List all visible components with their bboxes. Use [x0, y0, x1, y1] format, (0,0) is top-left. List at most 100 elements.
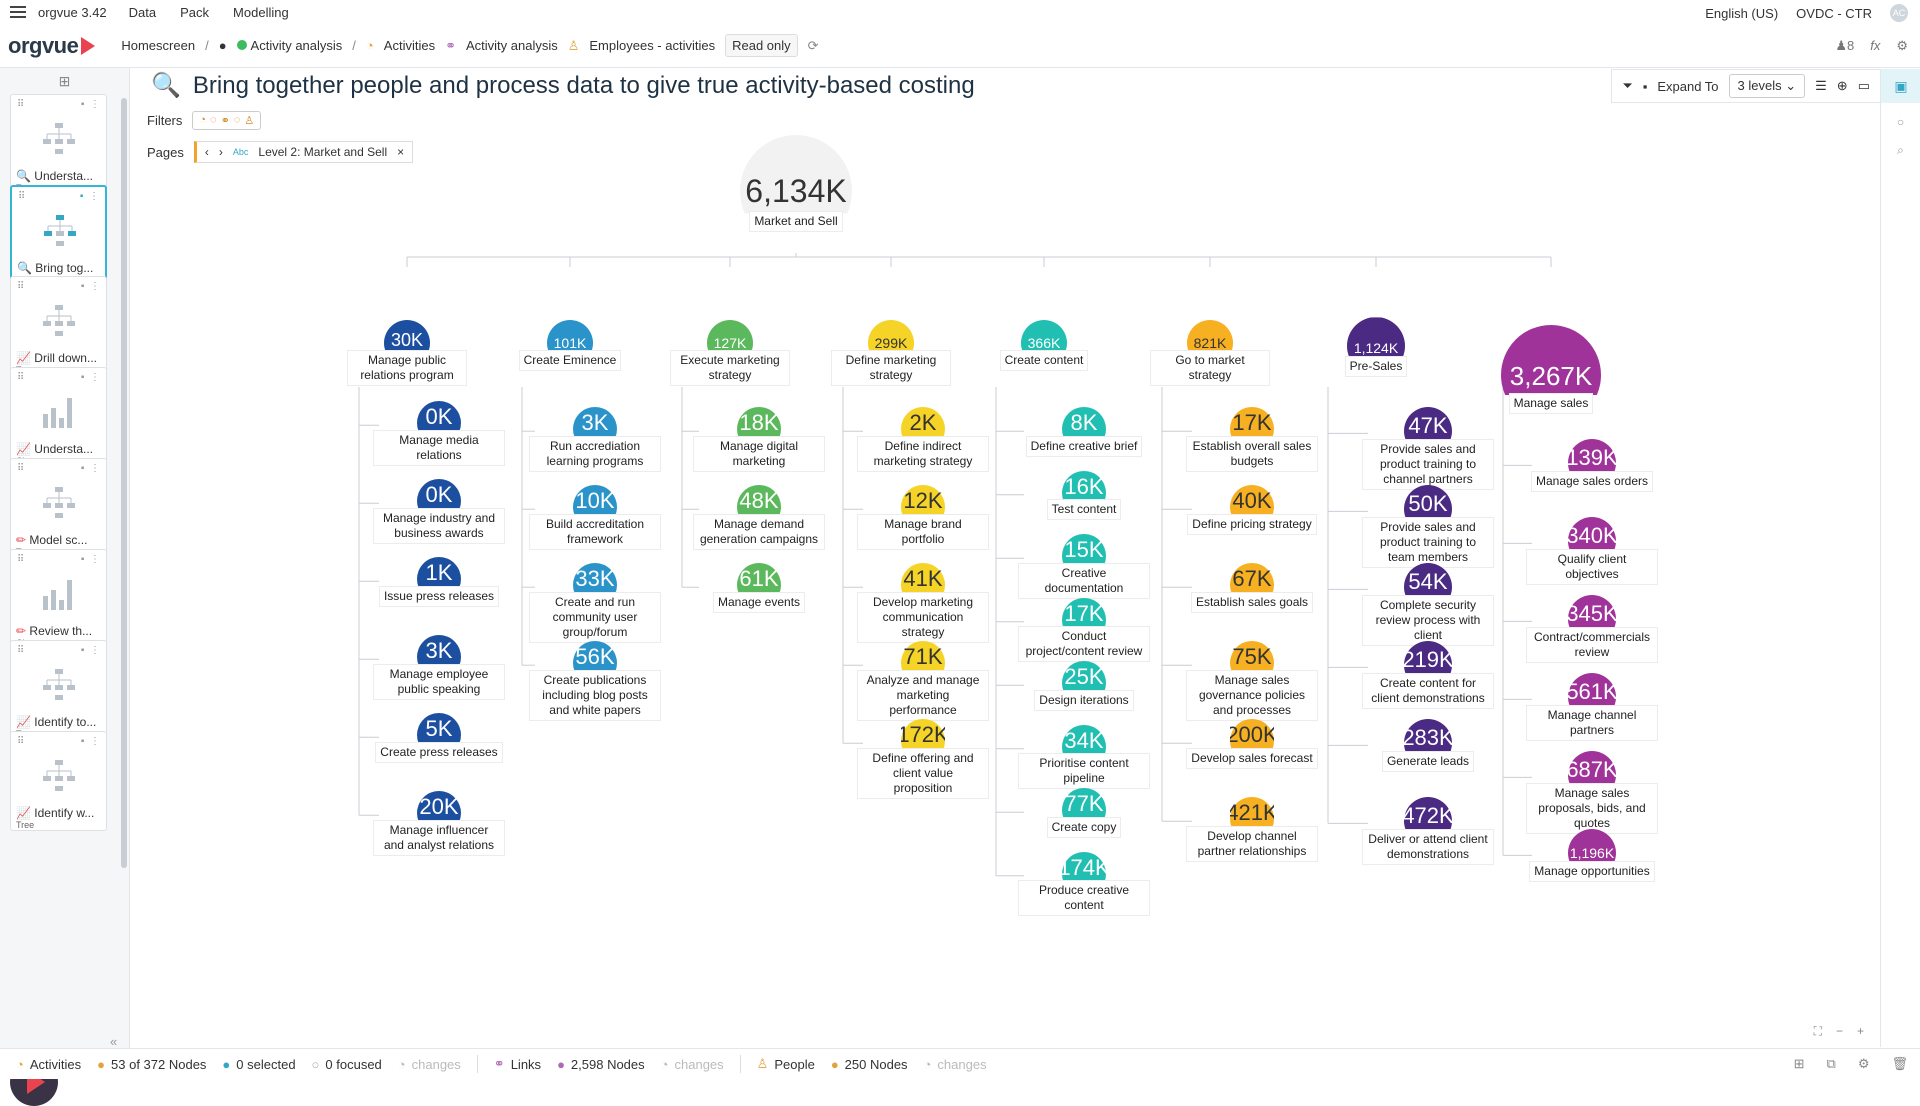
next-page-icon[interactable]: › — [218, 145, 223, 159]
tree-node[interactable]: 821K Go to market strategy — [1150, 319, 1270, 386]
tree-node[interactable]: 54K Complete security review process with… — [1362, 563, 1494, 646]
breadcrumb-analysis[interactable]: Activity analysis — [236, 38, 342, 53]
tree-node[interactable]: 10K Build accreditation framework — [529, 485, 661, 550]
story-page-card[interactable]: ⠿▪ ⋮🔍 Bring tog...Tree — [10, 185, 107, 285]
more-options-icon[interactable]: ⋮ — [90, 554, 100, 565]
comment-icon[interactable]: ▪ — [80, 736, 85, 747]
tree-node[interactable]: 200K Develop sales forecast — [1186, 719, 1318, 769]
display-icon[interactable]: ▪ — [1642, 78, 1648, 94]
story-page-card[interactable]: ⠿ ▪ ⋮ 📈 Identify w... Tree — [10, 731, 107, 831]
tree-node[interactable]: 12K Manage brand portfolio — [857, 485, 989, 550]
expand-levels-select[interactable]: 3 levels ⌄ — [1728, 74, 1806, 98]
tree-node[interactable]: 2K Define indirect marketing strategy — [857, 407, 989, 472]
user-avatar[interactable]: AC — [1890, 4, 1908, 22]
more-options-icon[interactable]: ⋮ — [90, 99, 100, 110]
tree-node[interactable]: 18K Manage digital marketing — [693, 407, 825, 472]
story-page-card[interactable]: ⠿▪ ⋮📈 Drill down...Tree — [10, 276, 107, 376]
drag-handle-icon[interactable]: ⠿ — [17, 372, 25, 383]
fit-screen-icon[interactable]: ⛶ — [1813, 1024, 1822, 1038]
people-dataset[interactable]: ♙ People — [756, 1056, 815, 1072]
tree-node[interactable]: 34K Prioritise content pipeline — [1018, 724, 1150, 790]
tree-node[interactable]: 3K Manage employee public speaking — [373, 635, 505, 700]
story-page-card[interactable]: ⠿▪ ⋮✏ Model sc...Tree — [10, 458, 107, 558]
menu-modelling[interactable]: Modelling — [233, 4, 289, 20]
settings-icon[interactable]: ⚙ — [1857, 1056, 1870, 1071]
tree-node[interactable]: 71K Analyze and manage marketing performa… — [857, 641, 989, 721]
comment-icon[interactable]: ▪ — [80, 281, 85, 292]
tree-node[interactable]: 67K Establish sales goals — [1186, 563, 1318, 613]
drag-handle-icon[interactable]: ⠿ — [17, 463, 25, 474]
list-icon[interactable]: ☰ — [1815, 78, 1827, 93]
comment-icon[interactable]: ▪ — [80, 463, 85, 474]
drag-handle-icon[interactable]: ⠿ — [17, 554, 25, 565]
drag-handle-icon[interactable]: ⠿ — [17, 645, 25, 656]
story-page-card[interactable]: ⠿▪ ⋮📈 Identify to...Tree — [10, 640, 107, 740]
prev-page-icon[interactable]: ‹ — [204, 145, 209, 159]
tree-node[interactable]: 17K Conduct project/content review — [1018, 597, 1150, 663]
tree-node[interactable]: 15K Creative documentation — [1018, 534, 1150, 599]
tree-node[interactable]: 127K Execute marketing strategy — [670, 319, 790, 386]
workspace-selector[interactable]: OVDC - CTR — [1796, 5, 1872, 21]
story-page-card[interactable]: ⠿▪ ⋮🔍 Understa...Tree — [10, 94, 107, 194]
tree-node[interactable]: 30K Manage public relations program — [347, 319, 467, 386]
tree-node[interactable]: 20K Manage influencer and analyst relatio… — [373, 791, 505, 856]
clear-page-icon[interactable]: × — [397, 145, 405, 159]
tree-node[interactable]: 366K Create content — [984, 319, 1104, 371]
viewers-count[interactable]: ♟8 — [1835, 37, 1855, 53]
tree-node[interactable]: 50K Provide sales and product training to… — [1362, 485, 1494, 568]
tree-node[interactable]: 56K Create publications including blog po… — [529, 641, 661, 721]
zoom-out-icon[interactable]: − — [1835, 1024, 1843, 1038]
comment-icon[interactable]: ▪ — [80, 554, 85, 565]
menu-pack[interactable]: Pack — [180, 4, 210, 20]
view-panel-icon[interactable]: ▣ — [1881, 69, 1920, 103]
tree-node[interactable]: 0K Manage industry and business awards — [373, 479, 505, 544]
tree-node[interactable]: 687K Manage sales proposals, bids, and qu… — [1526, 751, 1658, 834]
tree-node[interactable]: 340K Qualify client objectives — [1526, 517, 1658, 585]
tree-node[interactable]: 172K Define offering and client value pro… — [857, 719, 989, 799]
circle-icon[interactable]: ○ — [1896, 115, 1905, 129]
tree-node[interactable]: 1,196K Manage opportunities — [1526, 829, 1658, 882]
drag-handle-icon[interactable]: ⠿ — [17, 281, 25, 292]
tree-node[interactable]: 61K Manage events — [693, 563, 825, 613]
breadcrumb-home[interactable]: Homescreen — [121, 38, 196, 53]
tree-node[interactable]: 345K Contract/commercials review — [1526, 595, 1658, 663]
add-icon[interactable]: ⊞ — [1793, 1056, 1805, 1071]
tree-node[interactable]: 41K Develop marketing communication strat… — [857, 563, 989, 643]
more-options-icon[interactable]: ⋮ — [90, 463, 100, 474]
globe-icon[interactable]: ⊕ — [1836, 78, 1848, 93]
tree-node[interactable]: 472K Deliver or attend client demonstrati… — [1362, 797, 1494, 865]
breadcrumb-dataset[interactable]: Activities — [383, 38, 436, 53]
tree-node[interactable]: 6,134K Market and Sell — [740, 135, 852, 233]
filter-chips[interactable]: ◔ ◌ ⚭ ◌ ♙ — [192, 111, 262, 130]
language-selector[interactable]: English (US) — [1705, 5, 1779, 21]
tree-node[interactable]: 3,267K Manage sales — [1491, 325, 1611, 414]
more-options-icon[interactable]: ⋮ — [90, 372, 100, 383]
tree-node[interactable]: 561K Manage channel partners — [1526, 673, 1658, 741]
breadcrumb-people[interactable]: Employees - activities — [589, 38, 716, 53]
drag-handle-icon[interactable]: ⠿ — [17, 736, 25, 747]
copy-icon[interactable]: ⧉ — [1826, 1056, 1836, 1071]
comment-icon[interactable]: ▪ — [80, 99, 85, 110]
collapse-sidebar-icon[interactable]: « — [110, 1034, 118, 1049]
links-dataset[interactable]: ⚭ Links — [493, 1056, 542, 1072]
add-page-icon[interactable]: ⊞ — [58, 72, 71, 89]
comment-icon[interactable]: ▪ — [80, 372, 85, 383]
tree-node[interactable]: 3K Run accrediation learning programs — [529, 407, 661, 472]
filter-icon[interactable]: ⏷ — [1622, 78, 1633, 93]
refresh-icon[interactable]: ⟳ — [807, 37, 819, 53]
formula-icon[interactable]: fx — [1870, 37, 1881, 53]
drag-handle-icon[interactable]: ⠿ — [18, 191, 26, 202]
tree-node[interactable]: 75K Manage sales governance policies and … — [1186, 641, 1318, 721]
drag-handle-icon[interactable]: ⠿ — [17, 99, 25, 110]
tree-node[interactable]: 17K Establish overall sales budgets — [1186, 407, 1318, 472]
magnifier-icon[interactable]: ⌕ — [1897, 143, 1904, 157]
panel-icon[interactable]: ▭ — [1857, 78, 1870, 93]
menu-data[interactable]: Data — [128, 4, 157, 20]
tree-node[interactable]: 101K Create Eminence — [510, 319, 630, 371]
tree-node[interactable]: 139K Manage sales orders — [1526, 439, 1658, 492]
delete-icon[interactable]: 🗑 — [1891, 1056, 1908, 1071]
activities-dataset[interactable]: ◔ Activities — [16, 1056, 82, 1072]
tree-node[interactable]: 1K Issue press releases — [373, 557, 505, 607]
page-selector[interactable]: ‹ › Abc Level 2: Market and Sell × — [193, 141, 414, 163]
more-options-icon[interactable]: ⋮ — [90, 645, 100, 656]
